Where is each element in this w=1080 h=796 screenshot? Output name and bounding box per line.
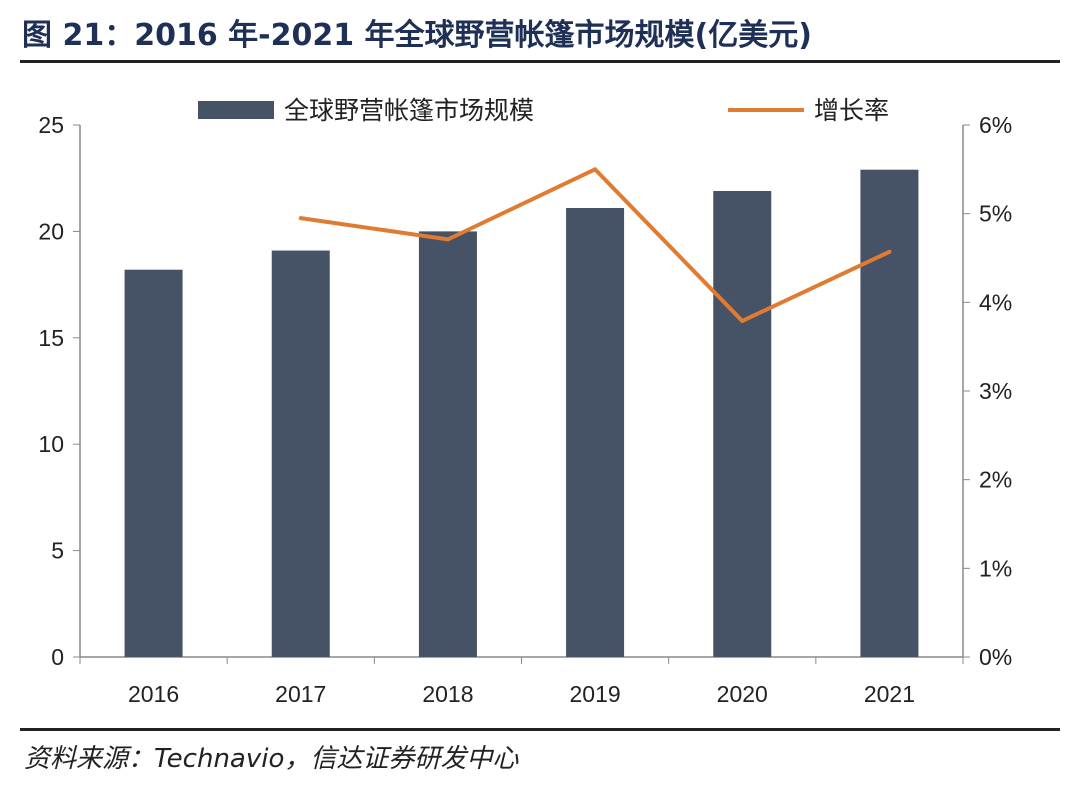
left-tick-label: 25 (38, 112, 64, 138)
source-note: 资料来源：Technavio，信达证券研发中心 (24, 744, 519, 774)
growth-point-2017 (298, 216, 303, 221)
x-tick-label: 2016 (128, 681, 179, 707)
growth-point-2020 (740, 318, 745, 323)
right-tick-label: 4% (979, 289, 1012, 315)
chart-title: 图 21：2016 年-2021 年全球野营帐篷市场规模(亿美元) (22, 18, 812, 53)
legend-bar-label: 全球野营帐篷市场规模 (284, 97, 534, 125)
legend-line-label: 增长率 (814, 97, 889, 125)
right-tick-label: 6% (979, 112, 1012, 138)
bar-2021 (860, 169, 919, 658)
bar-2017 (271, 250, 330, 657)
growth-point-2019 (593, 167, 598, 172)
growth-point-2021 (887, 249, 892, 254)
right-tick-label: 5% (979, 201, 1012, 227)
bar-2018 (418, 231, 477, 657)
x-tick-label: 2018 (422, 681, 473, 707)
x-tick-label: 2017 (275, 681, 326, 707)
x-tick-label: 2019 (569, 681, 620, 707)
right-tick-label: 0% (979, 644, 1012, 670)
bar-2019 (566, 207, 625, 657)
right-tick-label: 1% (979, 555, 1012, 581)
left-tick-label: 10 (38, 431, 64, 457)
legend-bar-swatch (198, 101, 274, 119)
bottom-divider (20, 728, 1060, 731)
right-tick-label: 3% (979, 378, 1012, 404)
x-tick-label: 2020 (717, 681, 768, 707)
bar-2016 (124, 269, 183, 657)
left-tick-label: 20 (38, 218, 64, 244)
x-tick-label: 2021 (864, 681, 915, 707)
left-tick-label: 15 (38, 325, 64, 351)
right-tick-label: 2% (979, 467, 1012, 493)
growth-point-2018 (445, 237, 450, 242)
top-divider (20, 60, 1060, 63)
bar-2020 (713, 190, 772, 657)
left-tick-label: 0 (51, 644, 64, 670)
left-tick-label: 5 (51, 538, 64, 564)
